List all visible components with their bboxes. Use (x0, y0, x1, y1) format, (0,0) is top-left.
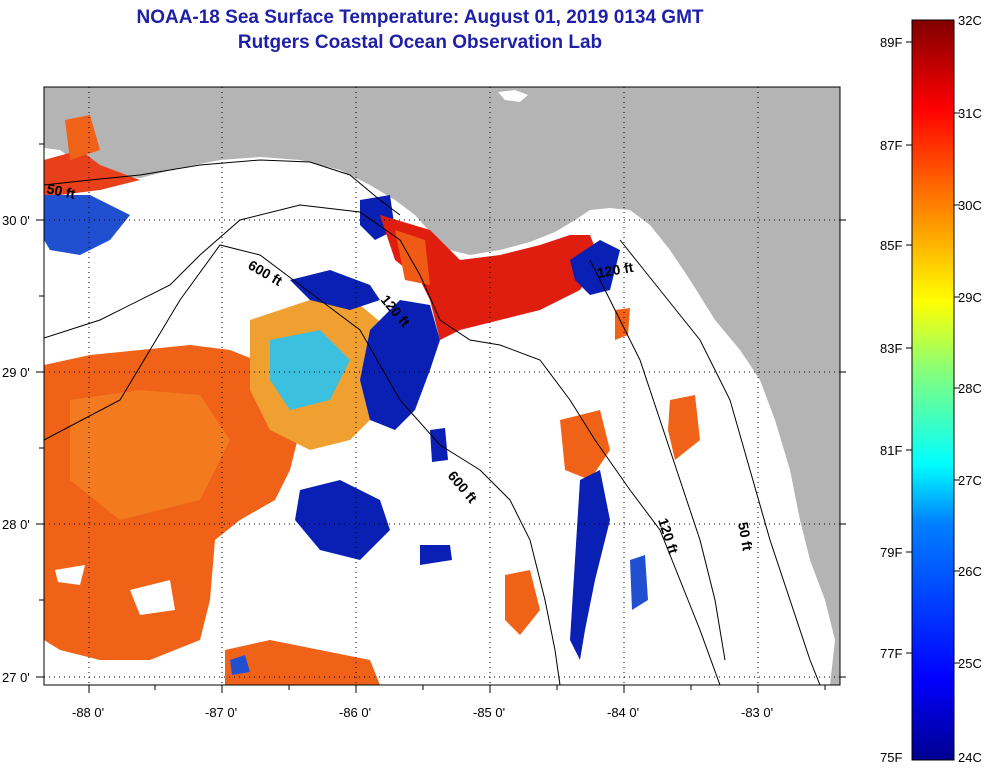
colorbar-f-label: 83F (880, 341, 902, 356)
lon-label: -87 0' (205, 705, 237, 720)
colorbar-c-label: 32C (958, 13, 982, 28)
sst-nw-coastal (44, 150, 140, 195)
lat-label: 29 0' (2, 365, 30, 380)
colorbar-f-label: 81F (880, 443, 902, 458)
sst-cold-pool (360, 300, 440, 430)
land-mass (44, 87, 840, 685)
colorbar-ticks (906, 41, 960, 664)
axis-ticks (36, 143, 846, 693)
colorbar-f-label: 85F (880, 238, 902, 253)
lat-label: 27 0' (2, 670, 30, 685)
contour-label: 120 ft (596, 259, 635, 281)
map-area: 50 ft 600 ft 120 ft 120 ft 600 ft 120 ft… (44, 87, 840, 685)
map-frame (43, 86, 841, 686)
contour-label: 50 ft (45, 180, 77, 202)
colorbar (911, 19, 955, 761)
colorbar-c-label: 28C (958, 381, 982, 396)
lon-label: -86 0' (339, 705, 371, 720)
colorbar-c-label: 30C (958, 198, 982, 213)
colorbar-f-label: 75F (880, 750, 902, 765)
map-title: NOAA-18 Sea Surface Temperature: August … (136, 7, 704, 28)
lon-label: -88 0' (72, 705, 104, 720)
contour-120ft-east (589, 259, 726, 661)
lat-label: 30 0' (2, 213, 30, 228)
colorbar-c-label: 26C (958, 564, 982, 579)
colorbar-f-label: 87F (880, 138, 902, 153)
contour-120ft-mid (44, 204, 721, 685)
colorbar-c-label: 31C (958, 106, 982, 121)
colorbar-c-label: 24C (958, 750, 982, 765)
colorbar-f-label: 79F (880, 545, 902, 560)
lon-label: -84 0' (607, 705, 639, 720)
colorbar-f-label: 77F (880, 646, 902, 661)
contour-label: 50 ft (735, 521, 756, 552)
colorbar-f-label: 89F (880, 35, 902, 50)
map-subtitle: Rutgers Coastal Ocean Observation Lab (237, 32, 603, 53)
contour-50ft-east (619, 239, 821, 685)
lat-label: 28 0' (2, 517, 30, 532)
lon-label: -85 0' (473, 705, 505, 720)
colorbar-c-label: 29C (958, 290, 982, 305)
colorbar-c-label: 25C (958, 656, 982, 671)
lon-label: -83 0' (741, 705, 773, 720)
contour-50ft-west (44, 159, 401, 216)
colorbar-c-label: 27C (958, 473, 982, 488)
contour-600ft (44, 244, 561, 685)
